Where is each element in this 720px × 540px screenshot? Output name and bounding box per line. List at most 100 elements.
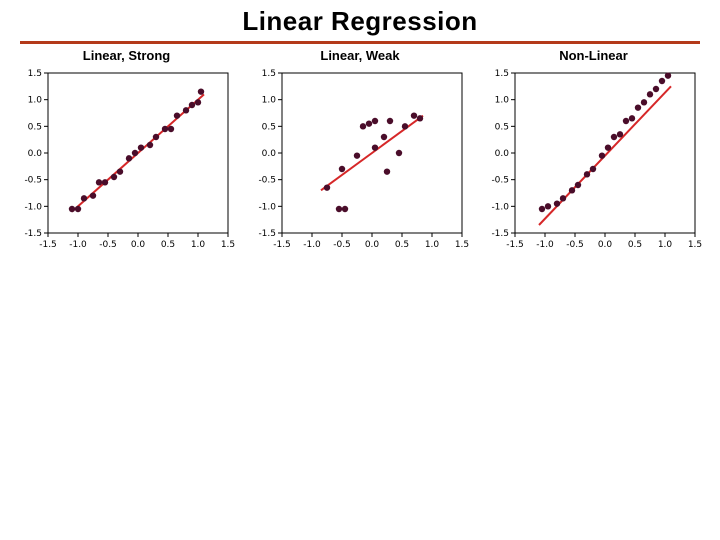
data-point: [111, 174, 117, 180]
svg-text:0.5: 0.5: [28, 122, 42, 132]
data-point: [575, 182, 581, 188]
svg-text:1.5: 1.5: [454, 240, 468, 250]
svg-text:1.5: 1.5: [495, 69, 509, 79]
svg-text:-0.5: -0.5: [258, 176, 276, 186]
svg-text:-1.0: -1.0: [24, 202, 42, 212]
scatter-chart: -1.5 -1.0 -0.5 0.0 0.5 1.0 1.5 -1.5 -1.0 -0.5 0.0 0…: [14, 65, 239, 260]
svg-text:1.0: 1.0: [261, 96, 276, 106]
svg-text:0.0: 0.0: [598, 240, 613, 250]
data-point: [138, 144, 144, 150]
svg-text:1.0: 1.0: [658, 240, 673, 250]
data-point: [371, 144, 377, 150]
svg-text:0.5: 0.5: [394, 240, 408, 250]
data-point: [554, 200, 560, 206]
svg-text:-1.5: -1.5: [273, 240, 291, 250]
svg-text:-0.5: -0.5: [24, 176, 42, 186]
data-point: [90, 192, 96, 198]
data-point: [189, 102, 195, 108]
data-point: [371, 118, 377, 124]
svg-text:0.0: 0.0: [364, 240, 379, 250]
data-point: [653, 86, 659, 92]
svg-text:0.5: 0.5: [161, 240, 175, 250]
panel-title: Linear, Strong: [83, 48, 170, 63]
svg-text:1.0: 1.0: [495, 96, 510, 106]
data-point: [338, 166, 344, 172]
data-point: [641, 99, 647, 105]
svg-text:1.5: 1.5: [28, 69, 42, 79]
data-point: [590, 166, 596, 172]
data-point: [174, 112, 180, 118]
svg-text:1.0: 1.0: [28, 96, 43, 106]
svg-text:1.5: 1.5: [221, 240, 235, 250]
data-point: [96, 179, 102, 185]
data-point: [323, 184, 329, 190]
svg-text:1.0: 1.0: [424, 240, 439, 250]
svg-text:0.5: 0.5: [628, 240, 642, 250]
svg-text:-0.5: -0.5: [333, 240, 351, 250]
svg-text:-1.5: -1.5: [506, 240, 524, 250]
data-point: [341, 206, 347, 212]
svg-text:-1.5: -1.5: [258, 229, 276, 239]
data-point: [605, 144, 611, 150]
svg-text:-1.0: -1.0: [258, 202, 276, 212]
svg-text:-1.0: -1.0: [491, 202, 509, 212]
svg-text:-1.0: -1.0: [69, 240, 87, 250]
data-point: [386, 118, 392, 124]
data-point: [617, 131, 623, 137]
data-point: [635, 104, 641, 110]
svg-text:-1.5: -1.5: [491, 229, 509, 239]
svg-text:1.5: 1.5: [688, 240, 702, 250]
panels-row: Linear, Strong -1.5-1.0-0.50.00.51.01.5-…: [0, 44, 720, 260]
data-point: [183, 107, 189, 113]
data-point: [560, 195, 566, 201]
data-point: [647, 91, 653, 97]
panel-linear-strong: Linear, Strong -1.5-1.0-0.50.00.51.01.5-…: [14, 48, 239, 260]
svg-text:-0.5: -0.5: [491, 176, 509, 186]
svg-text:0.0: 0.0: [261, 149, 276, 159]
data-point: [126, 155, 132, 161]
data-point: [545, 203, 551, 209]
panel-title: Linear, Weak: [320, 48, 399, 63]
svg-text:0.5: 0.5: [495, 122, 509, 132]
data-point: [365, 120, 371, 126]
data-point: [81, 195, 87, 201]
data-point: [665, 72, 671, 78]
panel-linear-weak: Linear, Weak -1.5 -1.0 -0.5 0.0 0.5 1.0 1.5 -1.…: [248, 48, 473, 260]
data-point: [599, 152, 605, 158]
data-point: [162, 126, 168, 132]
data-point: [147, 142, 153, 148]
data-point: [168, 126, 174, 132]
data-point: [359, 123, 365, 129]
data-point: [611, 134, 617, 140]
data-point: [584, 171, 590, 177]
scatter-chart: -1.5-1.0-0.50.00.51.01.5-1.5-1.0-0.50.00…: [248, 65, 473, 260]
svg-text:1.5: 1.5: [261, 69, 275, 79]
data-point: [395, 150, 401, 156]
data-point: [153, 134, 159, 140]
data-point: [75, 206, 81, 212]
scatter-chart: -1.5-1.0-0.50.00.51.01.5-1.5-1.0-0.50.00…: [481, 65, 706, 260]
data-point: [410, 112, 416, 118]
data-point: [69, 206, 75, 212]
data-point: [102, 179, 108, 185]
svg-text:-1.5: -1.5: [24, 229, 42, 239]
data-point: [353, 152, 359, 158]
data-point: [383, 168, 389, 174]
svg-text:-1.0: -1.0: [303, 240, 321, 250]
panel-non-linear: Non-Linear -1.5 -1.0 -0.5 0.0 0.5 1.0 1.5 -1.5 -…: [481, 48, 706, 260]
data-point: [132, 150, 138, 156]
data-point: [380, 134, 386, 140]
svg-text:-0.5: -0.5: [99, 240, 117, 250]
svg-text:0.0: 0.0: [131, 240, 146, 250]
data-point: [629, 115, 635, 121]
svg-text:-0.5: -0.5: [566, 240, 584, 250]
svg-text:-1.0: -1.0: [536, 240, 554, 250]
page-title: Linear Regression: [242, 6, 477, 37]
data-point: [623, 118, 629, 124]
panel-title: Non-Linear: [559, 48, 628, 63]
data-point: [198, 88, 204, 94]
data-point: [416, 115, 422, 121]
svg-text:-1.5: -1.5: [39, 240, 57, 250]
svg-text:0.0: 0.0: [28, 149, 43, 159]
data-point: [539, 206, 545, 212]
